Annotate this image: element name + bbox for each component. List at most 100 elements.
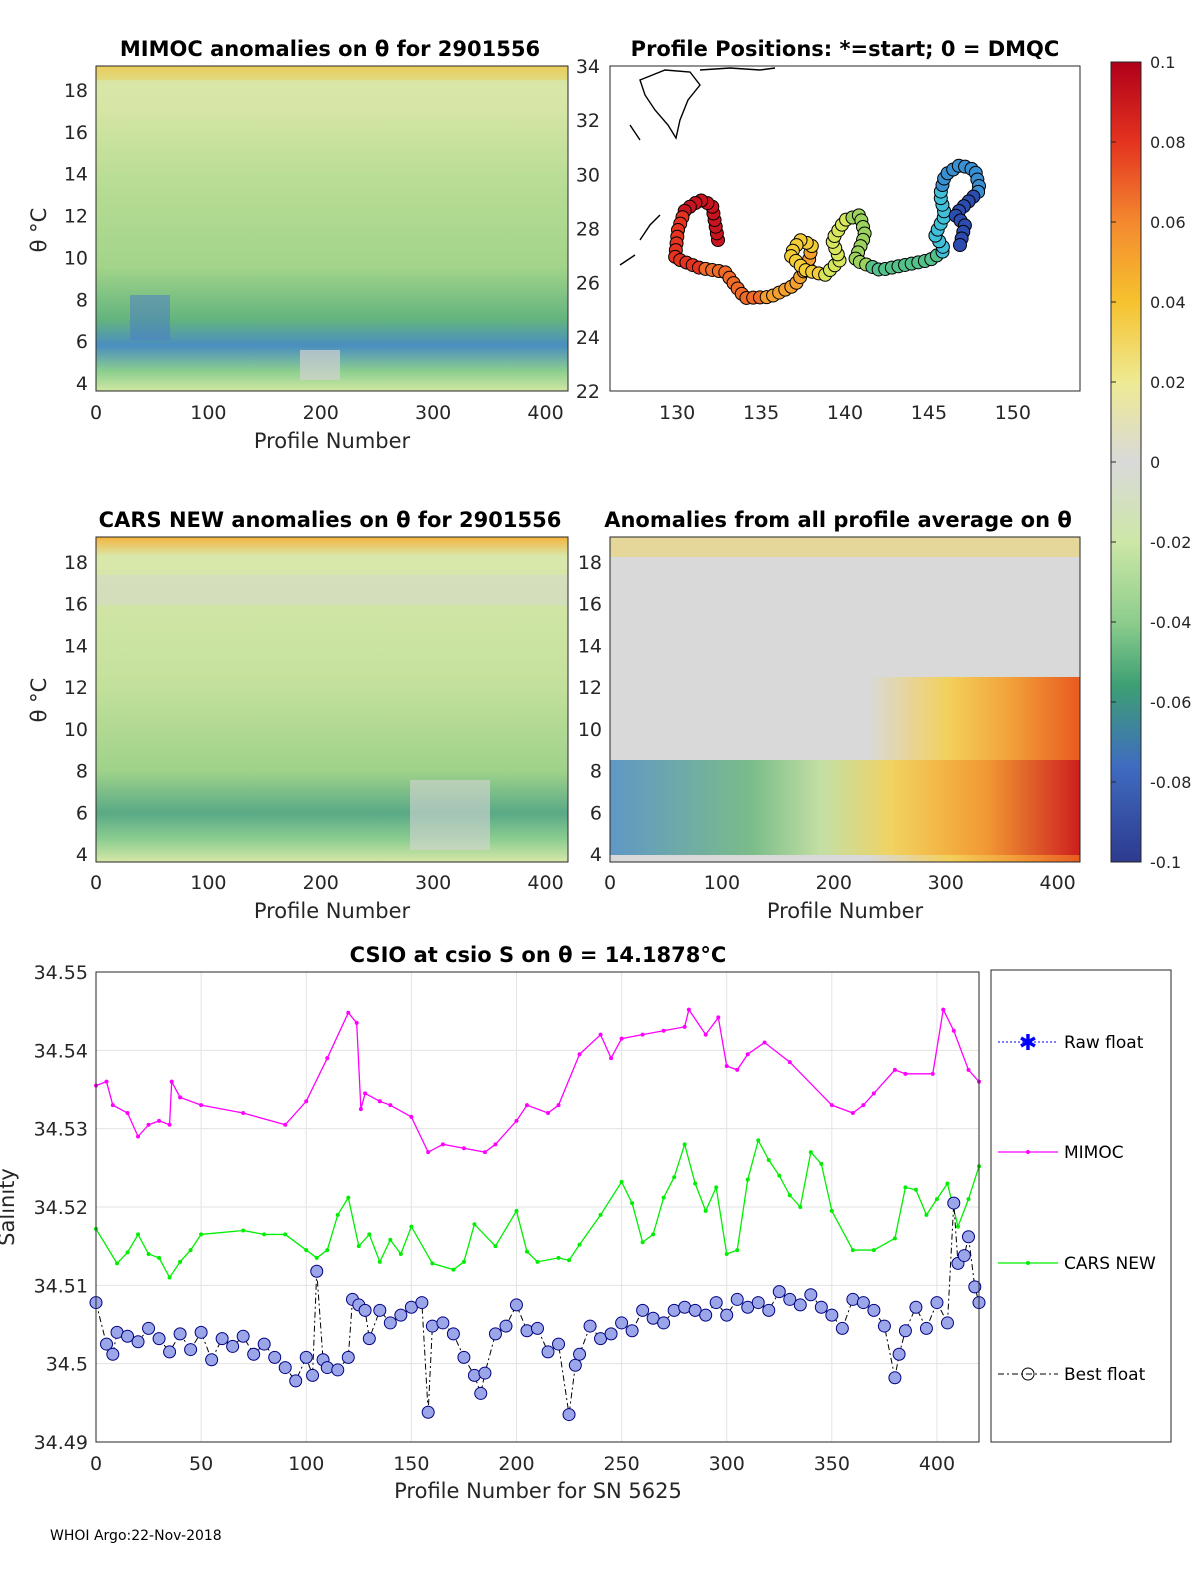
y-tick-label: 24 bbox=[576, 327, 600, 349]
x-tick-label: 150 bbox=[393, 1453, 429, 1475]
y-tick-label: 34 bbox=[576, 56, 600, 78]
data-point bbox=[724, 1252, 729, 1256]
data-point bbox=[478, 1366, 492, 1380]
data-point bbox=[436, 1316, 450, 1330]
data-point bbox=[346, 1195, 351, 1200]
data-point bbox=[903, 1071, 908, 1076]
data-point bbox=[131, 1335, 145, 1349]
data-point bbox=[236, 1329, 250, 1343]
data-point bbox=[104, 1079, 109, 1084]
data-point bbox=[871, 1248, 876, 1253]
data-point bbox=[657, 1316, 671, 1330]
data-point bbox=[167, 1275, 172, 1280]
data-point bbox=[850, 1111, 855, 1115]
y-tick-label: 34.54 bbox=[34, 1040, 88, 1062]
chart-xlabel: Profile Number for SN 5625 bbox=[394, 1479, 682, 1503]
x-tick-label: 200 bbox=[303, 402, 339, 424]
cars-y-ticks: 18 16 14 12 10 8 6 4 bbox=[64, 552, 88, 866]
data-point bbox=[377, 1259, 382, 1264]
data-point bbox=[850, 1248, 855, 1253]
track-markers bbox=[668, 158, 987, 305]
positions-frame bbox=[609, 65, 1081, 392]
y-tick-label: 34.53 bbox=[34, 1119, 88, 1141]
data-point bbox=[363, 1091, 368, 1096]
data-point bbox=[888, 1371, 902, 1385]
x-tick-label: 130 bbox=[659, 402, 695, 424]
data-point bbox=[184, 1343, 198, 1357]
data-point bbox=[930, 1296, 944, 1310]
data-point bbox=[682, 1024, 687, 1029]
data-point bbox=[306, 1368, 320, 1382]
data-point bbox=[457, 1350, 471, 1364]
y-tick-label: 22 bbox=[576, 381, 600, 403]
data-point bbox=[146, 1122, 151, 1127]
legend-mimoc-marker bbox=[1026, 1150, 1030, 1154]
data-point bbox=[257, 1337, 271, 1351]
colorbar-tick-label: 0.06 bbox=[1150, 213, 1186, 232]
data-point bbox=[924, 1212, 929, 1217]
data-point bbox=[493, 1244, 498, 1249]
data-point bbox=[546, 1111, 551, 1115]
mimoc-heatmap bbox=[96, 66, 568, 391]
y-tick-label: 14 bbox=[64, 635, 88, 657]
data-point bbox=[562, 1408, 576, 1422]
data-point bbox=[430, 1261, 435, 1266]
x-tick-label: 200 bbox=[816, 872, 852, 894]
positions-panel: Profile Positions: *=start; 0 = DMQC 343… bbox=[576, 37, 1081, 424]
data-point bbox=[451, 1267, 456, 1272]
data-point bbox=[163, 1345, 177, 1359]
data-point bbox=[966, 1197, 971, 1202]
data-point bbox=[745, 1177, 750, 1182]
data-point bbox=[157, 1118, 162, 1123]
data-point bbox=[598, 1032, 603, 1037]
data-point bbox=[194, 1325, 208, 1339]
data-point bbox=[488, 1327, 502, 1341]
data-point bbox=[714, 1185, 719, 1190]
legend-mimoc-label: MIMOC bbox=[1064, 1143, 1124, 1163]
data-point bbox=[142, 1321, 156, 1335]
x-tick-label: 50 bbox=[189, 1453, 213, 1475]
data-point bbox=[467, 1368, 481, 1382]
data-point bbox=[514, 1118, 519, 1123]
data-point bbox=[354, 1020, 359, 1025]
legend-raw-label: Raw float bbox=[1064, 1033, 1144, 1053]
data-point bbox=[331, 1363, 345, 1377]
data-point bbox=[110, 1103, 115, 1108]
avg-xlabel: Profile Number bbox=[767, 899, 924, 923]
data-point bbox=[440, 1142, 445, 1147]
chart-y-ticks: 34.55 34.54 34.53 34.52 34.51 34.5 34.49 bbox=[34, 962, 88, 1454]
data-point bbox=[178, 1259, 183, 1264]
data-point bbox=[247, 1347, 261, 1361]
mimoc-title: MIMOC anomalies on θ for 2901556 bbox=[120, 37, 540, 61]
avg-heatmap-bottom bbox=[610, 760, 1080, 855]
y-tick-label: 18 bbox=[578, 552, 602, 574]
data-point bbox=[541, 1345, 555, 1359]
y-tick-label: 10 bbox=[578, 719, 602, 741]
data-point bbox=[299, 1350, 313, 1364]
y-tick-label: 10 bbox=[64, 719, 88, 741]
colorbar-tick-label: -0.08 bbox=[1150, 773, 1191, 792]
y-tick-label: 6 bbox=[76, 802, 88, 824]
data-point bbox=[604, 1327, 618, 1341]
data-point bbox=[398, 1252, 403, 1256]
data-point bbox=[335, 1212, 340, 1217]
positions-title: Profile Positions: *=start; 0 = DMQC bbox=[631, 37, 1060, 61]
data-point bbox=[955, 1224, 960, 1229]
data-point bbox=[787, 1060, 792, 1065]
y-tick-label: 14 bbox=[578, 635, 602, 657]
y-tick-label: 8 bbox=[590, 761, 602, 783]
x-tick-label: 100 bbox=[190, 872, 226, 894]
data-point bbox=[892, 1067, 897, 1072]
mimoc-gray-patch bbox=[300, 350, 340, 380]
data-point bbox=[829, 1208, 834, 1213]
data-point bbox=[751, 1296, 765, 1310]
data-point bbox=[362, 1332, 376, 1346]
y-tick-label: 34.51 bbox=[34, 1275, 88, 1297]
data-point bbox=[735, 1067, 740, 1072]
data-point bbox=[745, 1052, 750, 1057]
data-point bbox=[509, 1298, 523, 1312]
y-tick-label: 28 bbox=[576, 219, 600, 241]
data-point bbox=[367, 1232, 372, 1237]
colorbar-tick-label: -0.02 bbox=[1150, 533, 1191, 552]
x-tick-label: 400 bbox=[527, 402, 563, 424]
